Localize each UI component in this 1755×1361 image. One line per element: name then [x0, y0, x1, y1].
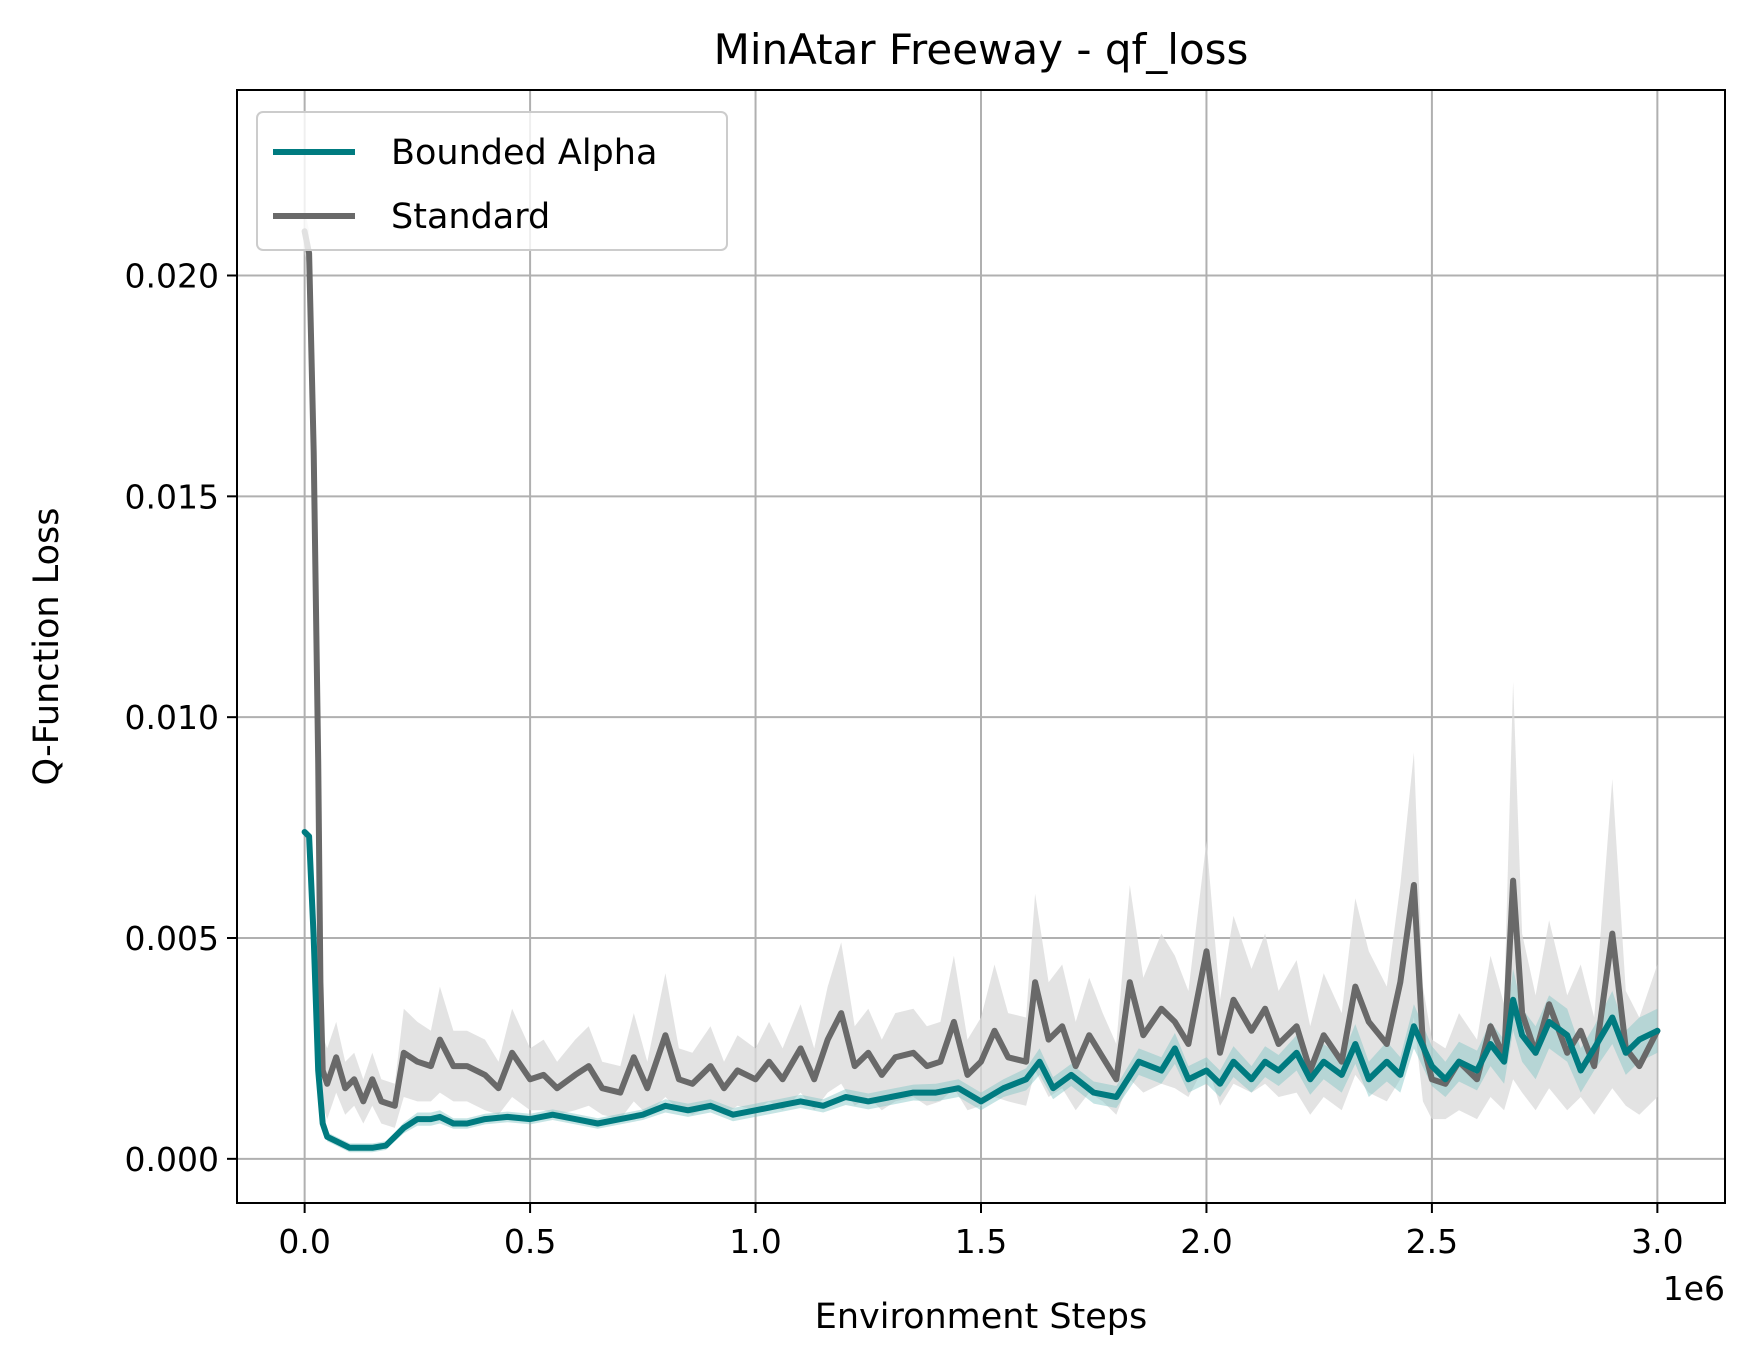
- y-tick-label: 0.010: [125, 698, 219, 737]
- x-axis-offset-label: 1e6: [1663, 1269, 1725, 1308]
- y-tick-label: 0.015: [125, 477, 219, 516]
- series-line-bounded-alpha: [301, 829, 1661, 1151]
- x-tick-label: 2.5: [1406, 1222, 1458, 1261]
- x-tick-label: 3.0: [1631, 1222, 1683, 1261]
- x-tick-label: 1.5: [955, 1222, 1007, 1261]
- x-tick-label: 1.0: [729, 1222, 781, 1261]
- x-tick-label: 2.0: [1180, 1222, 1232, 1261]
- legend-label-standard: Standard: [391, 197, 550, 237]
- chart-title: MinAtar Freeway - qf_loss: [714, 25, 1249, 74]
- x-tick-label: 0.0: [278, 1222, 330, 1261]
- legend-label-bounded-alpha: Bounded Alpha: [391, 133, 657, 173]
- x-tick-label: 0.5: [504, 1222, 556, 1261]
- y-tick-label: 0.000: [125, 1140, 219, 1179]
- axis-ticks: 0.0 0.5 1.0 1.5 2.0 2.5 3.0 0.000 0.005 0.010 0.01…: [125, 257, 1684, 1262]
- y-tick-label: 0.020: [125, 257, 219, 296]
- y-tick-label: 0.005: [125, 919, 219, 958]
- series-lines: [301, 228, 1661, 1151]
- grid: [237, 90, 1725, 1203]
- legend-box: [256, 111, 728, 251]
- x-axis-label: Environment Steps: [815, 1297, 1148, 1337]
- legend: Bounded Alpha Standard: [256, 111, 728, 251]
- y-axis-label: Q-Function Loss: [27, 508, 67, 786]
